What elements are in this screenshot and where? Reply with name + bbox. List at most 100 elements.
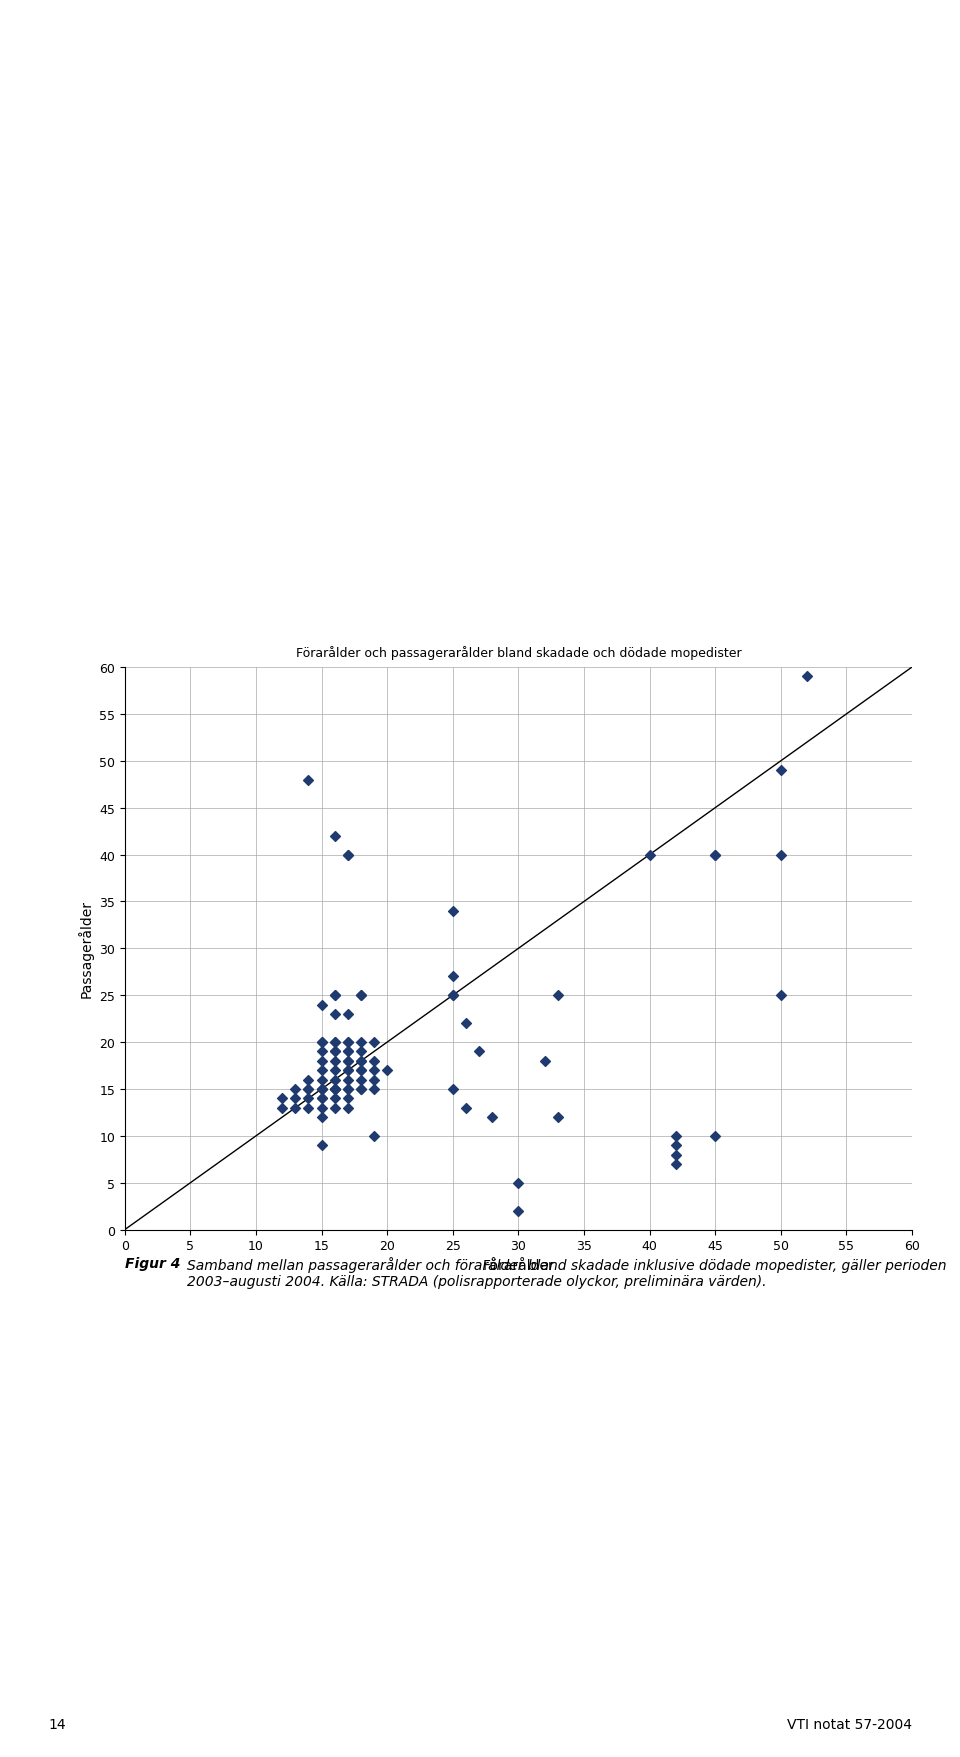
Y-axis label: Passagerålder: Passagerålder xyxy=(78,900,93,998)
Point xyxy=(327,1095,343,1123)
Point xyxy=(314,1056,329,1084)
Point xyxy=(327,1056,343,1084)
Point xyxy=(445,1075,461,1103)
Point xyxy=(353,1038,369,1066)
Text: 14: 14 xyxy=(48,1717,65,1731)
Point xyxy=(327,1028,343,1056)
Point xyxy=(511,1168,526,1197)
Text: VTI notat 57-2004: VTI notat 57-2004 xyxy=(787,1717,912,1731)
Point xyxy=(367,1056,382,1084)
Point xyxy=(327,1075,343,1103)
Point xyxy=(340,1038,355,1066)
Point xyxy=(367,1075,382,1103)
Point xyxy=(327,1028,343,1056)
Point xyxy=(445,963,461,991)
Point xyxy=(367,1066,382,1095)
Point xyxy=(314,1132,329,1160)
Text: Figur 4: Figur 4 xyxy=(125,1256,190,1270)
Point xyxy=(668,1140,684,1168)
Point xyxy=(340,1056,355,1084)
Point xyxy=(327,1047,343,1075)
Point xyxy=(340,1075,355,1103)
Point xyxy=(314,1047,329,1075)
Point xyxy=(314,1028,329,1056)
Point xyxy=(340,842,355,870)
Point xyxy=(300,1084,316,1112)
Point xyxy=(550,982,565,1010)
Point xyxy=(550,1103,565,1132)
Point xyxy=(300,1075,316,1103)
Point xyxy=(773,842,788,870)
Point xyxy=(708,1123,723,1151)
Point xyxy=(537,1047,552,1075)
Point xyxy=(353,1047,369,1075)
Point xyxy=(327,982,343,1010)
Point xyxy=(340,842,355,870)
Point xyxy=(327,1038,343,1066)
Point xyxy=(668,1151,684,1179)
Point xyxy=(511,1197,526,1225)
Point xyxy=(340,1095,355,1123)
Point xyxy=(340,1047,355,1075)
Point xyxy=(367,1047,382,1075)
Point xyxy=(367,1028,382,1056)
Point xyxy=(340,1028,355,1056)
X-axis label: Förarålder: Förarålder xyxy=(483,1258,554,1272)
Point xyxy=(458,1010,473,1038)
Point xyxy=(353,982,369,1010)
Point xyxy=(288,1095,303,1123)
Point xyxy=(458,1095,473,1123)
Point xyxy=(314,1075,329,1103)
Point xyxy=(340,1056,355,1084)
Point xyxy=(708,842,723,870)
Point xyxy=(340,1075,355,1103)
Point xyxy=(445,898,461,926)
Point xyxy=(340,1066,355,1095)
Point xyxy=(340,1084,355,1112)
Point xyxy=(314,1084,329,1112)
Point xyxy=(327,1000,343,1028)
Point xyxy=(300,766,316,794)
Point xyxy=(773,757,788,785)
Point xyxy=(288,1084,303,1112)
Point xyxy=(314,1103,329,1132)
Point xyxy=(353,1056,369,1084)
Point xyxy=(314,1075,329,1103)
Point xyxy=(327,1075,343,1103)
Point xyxy=(314,991,329,1019)
Point xyxy=(485,1103,500,1132)
Point xyxy=(642,842,658,870)
Point xyxy=(327,1075,343,1103)
Point xyxy=(314,1028,329,1056)
Point xyxy=(353,982,369,1010)
Point xyxy=(340,1038,355,1066)
Point xyxy=(327,982,343,1010)
Point xyxy=(300,1075,316,1103)
Point xyxy=(327,1066,343,1095)
Point xyxy=(445,982,461,1010)
Point xyxy=(314,1075,329,1103)
Point xyxy=(327,1038,343,1066)
Point xyxy=(353,1047,369,1075)
Point xyxy=(800,662,815,691)
Point xyxy=(379,1056,395,1084)
Point xyxy=(445,982,461,1010)
Point xyxy=(340,1047,355,1075)
Point xyxy=(367,1123,382,1151)
Point xyxy=(327,1075,343,1103)
Point xyxy=(314,1095,329,1123)
Point xyxy=(708,842,723,870)
Point xyxy=(300,1095,316,1123)
Point xyxy=(275,1095,290,1123)
Point xyxy=(327,822,343,850)
Point xyxy=(314,1084,329,1112)
Point xyxy=(668,1132,684,1160)
Point xyxy=(340,1028,355,1056)
Point xyxy=(327,1084,343,1112)
Point xyxy=(668,1123,684,1151)
Point xyxy=(353,1056,369,1084)
Point xyxy=(773,982,788,1010)
Point xyxy=(353,1028,369,1056)
Point xyxy=(471,1038,487,1066)
Point xyxy=(353,1075,369,1103)
